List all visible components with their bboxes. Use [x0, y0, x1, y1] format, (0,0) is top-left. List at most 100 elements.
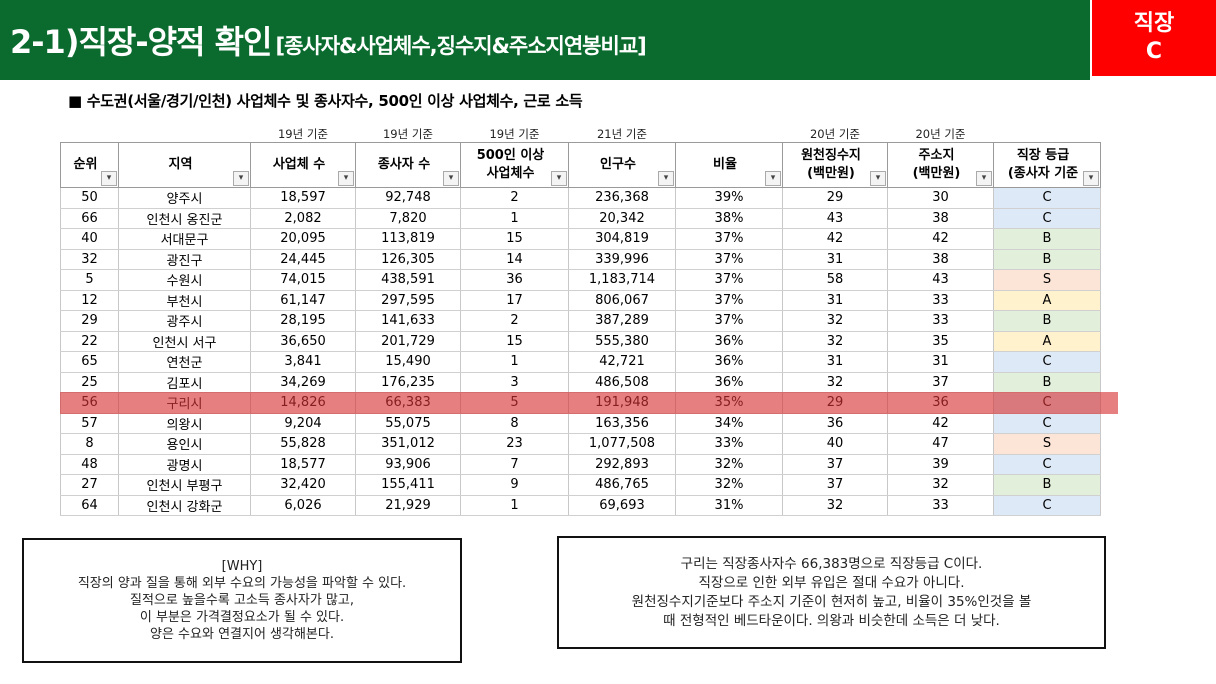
table-cell: 297,595 [355, 290, 461, 311]
table-cell: 48 [60, 454, 119, 475]
table-cell: 의왕시 [118, 413, 251, 434]
table-cell: 29 [782, 392, 888, 414]
table-cell: 1,183,714 [568, 269, 676, 291]
table-cell: 수원시 [118, 269, 251, 291]
column-note [61, 126, 119, 143]
table-row: 25 김포시 34,269 176,235 3 486,508 36% 32 37 B [60, 372, 1101, 393]
table-cell: 서대문구 [118, 228, 251, 250]
table-row: 27 인천시 부평구 32,420 155,411 9 486,765 32% 37 32 B [60, 474, 1101, 496]
table-cell: 37 [887, 372, 994, 393]
grade-cell: B [993, 310, 1101, 332]
table-cell: 연천군 [118, 351, 251, 373]
grade-cell: S [993, 433, 1101, 455]
note-row: 19년 기준 19년 기준 19년 기준 21년 기준 20년 기준 20년 기준 [61, 126, 1101, 143]
filter-button[interactable]: ▾ [1083, 171, 1099, 186]
table-cell: 인천시 부평구 [118, 474, 251, 496]
table-row: 5 수원시 74,015 438,591 36 1,183,714 37% 58 43 S [60, 269, 1101, 291]
table-cell: 37 [782, 474, 888, 496]
header-line: 직장 등급 [1016, 148, 1070, 163]
table-cell: 20,342 [568, 208, 676, 229]
table-cell: 36 [782, 413, 888, 434]
table-cell: 김포시 [118, 372, 251, 393]
grade-cell: C [993, 351, 1101, 373]
table-cell: 36% [675, 331, 783, 352]
table-row: 65 연천군 3,841 15,490 1 42,721 36% 31 31 C [60, 351, 1101, 373]
filter-button[interactable]: ▾ [101, 171, 117, 186]
header-line: 종사자 수 [377, 157, 431, 172]
grade-cell: B [993, 474, 1101, 496]
table-cell: 69,693 [568, 495, 676, 516]
header-cell: 순위 ▾ [60, 142, 119, 188]
header-cell: 사업체 수 ▾ [250, 142, 356, 188]
header-line: 500인 이상 [476, 148, 545, 163]
filter-button[interactable]: ▾ [870, 171, 886, 186]
table-cell: 37% [675, 290, 783, 311]
filter-button[interactable]: ▾ [765, 171, 781, 186]
table-cell: 40 [60, 228, 119, 250]
why-line: 질적으로 높을수록 고소득 종사자가 많고, [130, 593, 354, 608]
filter-button[interactable]: ▾ [976, 171, 992, 186]
header-line: (종사자 기준 [1007, 166, 1079, 181]
table-cell: 55,828 [250, 433, 356, 455]
summary-line: 구리는 직장종사자수 66,383명으로 직장등급 C이다. [680, 555, 983, 572]
filter-button[interactable]: ▾ [551, 171, 567, 186]
table-cell: 30 [887, 187, 994, 209]
table-cell: 32 [887, 474, 994, 496]
table-cell: 74,015 [250, 269, 356, 291]
filter-button[interactable]: ▾ [658, 171, 674, 186]
filter-button[interactable]: ▾ [338, 171, 354, 186]
column-note: 20년 기준 [915, 127, 966, 141]
table-row: 8 용인시 55,828 351,012 23 1,077,508 33% 40 47 S [60, 433, 1101, 455]
table-cell: 163,356 [568, 413, 676, 434]
header-cell: 종사자 수 ▾ [355, 142, 461, 188]
header-line: 비율 [713, 157, 737, 172]
table-cell: 236,368 [568, 187, 676, 209]
table-cell: 36 [460, 269, 569, 291]
header-cell: 비율 ▾ [675, 142, 783, 188]
badge-line: C [1145, 39, 1163, 64]
table-cell: 21,929 [355, 495, 461, 516]
table-cell: 32,420 [250, 474, 356, 496]
table-cell: 5 [60, 269, 119, 291]
table-cell: 93,906 [355, 454, 461, 475]
table-cell: 17 [460, 290, 569, 311]
table-cell: 113,819 [355, 228, 461, 250]
table-cell: 37% [675, 269, 783, 291]
table-cell: 광명시 [118, 454, 251, 475]
header-cell: 직장 등급 (종사자 기준 ▾ [993, 142, 1101, 188]
header-row: 순위 ▾ 지역 ▾ 사업체 수 ▾ 종사자 수 ▾ 500인 이상 사업체수 ▾ 인구수 ▾ 비율 ▾ 원천징… [60, 142, 1101, 188]
table-cell: 50 [60, 187, 119, 209]
table-cell: 56 [60, 392, 119, 414]
table-cell: 806,067 [568, 290, 676, 311]
table-cell: 28,195 [250, 310, 356, 332]
table-cell: 33 [887, 495, 994, 516]
table-row: 64 인천시 강화군 6,026 21,929 1 69,693 31% 32 33 C [60, 495, 1101, 516]
table-cell: 32 [782, 310, 888, 332]
table-row: 32 광진구 24,445 126,305 14 339,996 37% 31 38 B [60, 249, 1101, 270]
column-note [994, 126, 1101, 143]
table-cell: 34% [675, 413, 783, 434]
grade-cell: B [993, 372, 1101, 393]
table-cell: 387,289 [568, 310, 676, 332]
grade-cell: C [993, 187, 1101, 209]
filter-button[interactable]: ▾ [443, 171, 459, 186]
table-cell: 35 [887, 331, 994, 352]
column-note: 21년 기준 [596, 127, 648, 141]
table-cell: 24,445 [250, 249, 356, 270]
column-note [119, 126, 251, 143]
table-cell: 8 [60, 433, 119, 455]
table-cell: 구리시 [118, 392, 251, 414]
grade-cell: A [993, 331, 1101, 352]
table-cell: 47 [887, 433, 994, 455]
filter-button[interactable]: ▾ [233, 171, 249, 186]
table-cell: 36% [675, 351, 783, 373]
table-row: 56 구리시 14,826 66,383 5 191,948 35% 29 36 C [60, 392, 1101, 414]
header-line: 사업체 수 [272, 157, 326, 172]
table-cell: 57 [60, 413, 119, 434]
table-cell: 1,077,508 [568, 433, 676, 455]
header-line: 순위 [73, 157, 98, 172]
why-box: [WHY] 직장의 양과 질을 통해 외부 수요의 가능성을 파악할 수 있다. 질… [22, 538, 462, 663]
grade-cell: C [993, 413, 1101, 434]
summary-line: 때 전형적인 베드타운이다. 의왕과 비슷한데 소득은 더 낮다. [663, 612, 1000, 629]
table-cell: 23 [460, 433, 569, 455]
